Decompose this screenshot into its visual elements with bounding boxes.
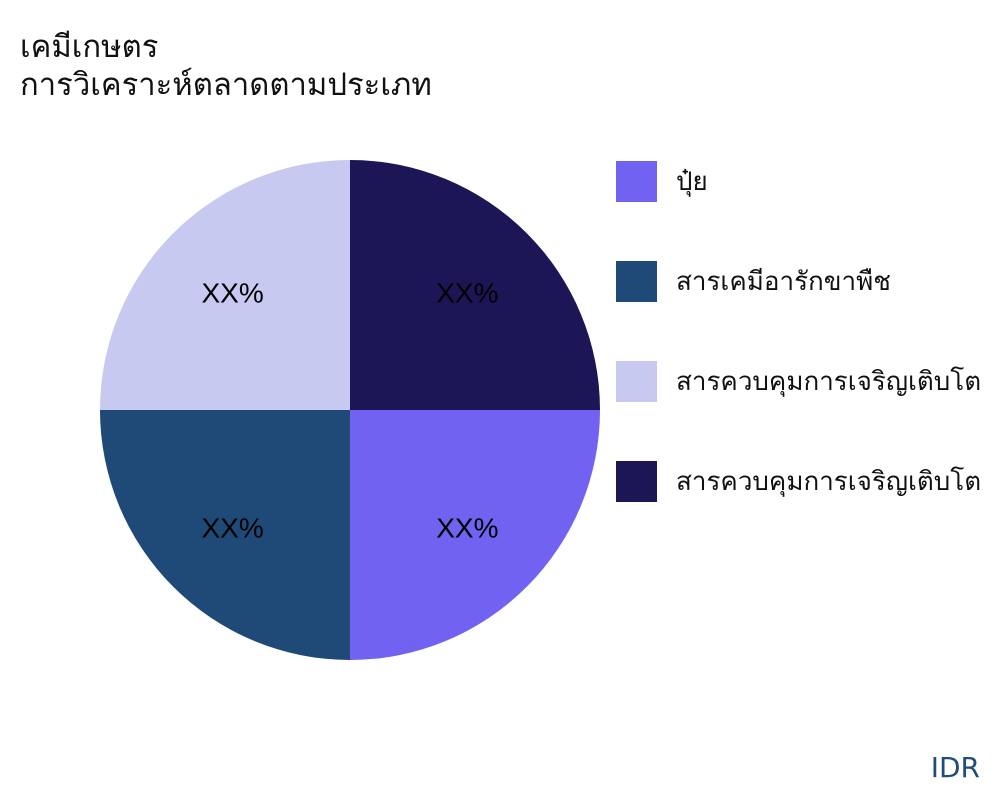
- slice-data-label: XX%: [436, 512, 498, 543]
- slice-data-label: XX%: [436, 278, 498, 309]
- chart-title-block: เคมีเกษตร การวิเคราะห์ตลาดตามประเภท: [20, 28, 432, 104]
- legend-item: สารควบคุมการเจริญเติบโต: [616, 460, 981, 502]
- slice-data-label: XX%: [201, 512, 263, 543]
- slice-data-label: XX%: [201, 278, 263, 309]
- chart-title: เคมีเกษตร: [20, 29, 159, 65]
- legend-swatch: [616, 460, 657, 502]
- legend-item: สารเคมีอารักขาพืช: [616, 260, 891, 302]
- legend-label: สารเคมีอารักขาพืช: [676, 266, 891, 297]
- pie-slice: [100, 160, 350, 410]
- pie-slice: [100, 410, 350, 660]
- legend-swatch: [616, 260, 657, 302]
- pie-slice: [350, 160, 600, 410]
- legend-item: สารควบคุมการเจริญเติบโต: [616, 360, 981, 402]
- legend-swatch: [616, 160, 657, 202]
- legend-label: ปุ๋ย: [676, 166, 708, 197]
- chart-subtitle: การวิเคราะห์ตลาดตามประเภท: [20, 67, 432, 103]
- source-label: IDR: [930, 751, 980, 784]
- legend-item: ปุ๋ย: [616, 160, 708, 202]
- legend-swatch: [616, 360, 657, 402]
- pie-slice: [350, 410, 600, 660]
- legend-label: สารควบคุมการเจริญเติบโต: [676, 466, 982, 497]
- legend-label: สารควบคุมการเจริญเติบโต: [676, 366, 982, 397]
